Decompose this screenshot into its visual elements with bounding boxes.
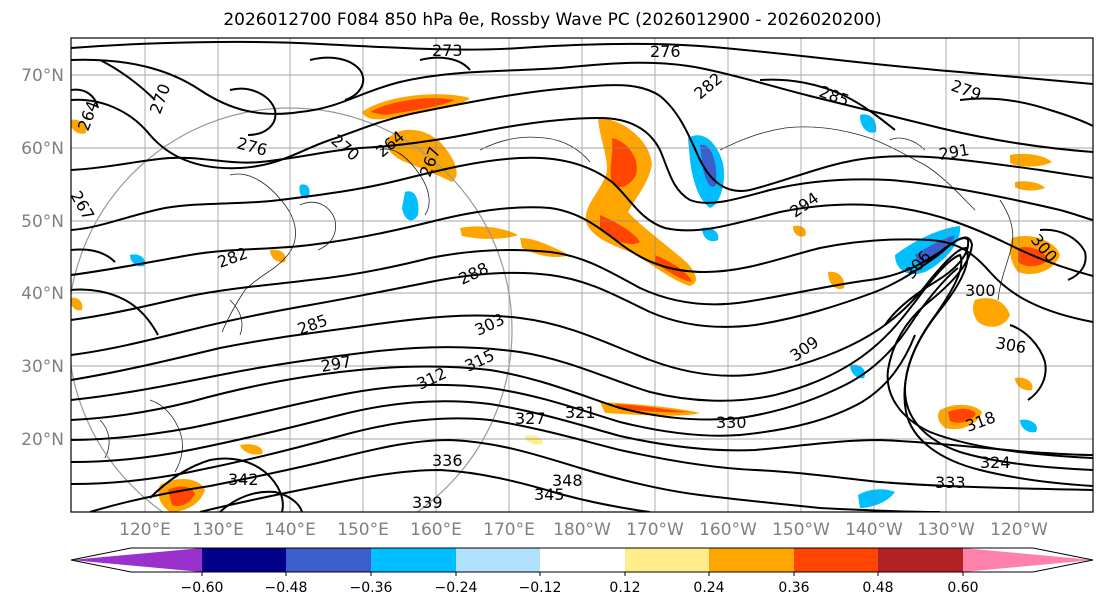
lat-label: 30°N: [21, 357, 64, 377]
lon-label: 140°W: [845, 520, 903, 540]
lat-label: 20°N: [21, 430, 64, 450]
lat-label: 50°N: [21, 212, 64, 232]
colorbar-tick-marks: [201, 572, 964, 576]
contour-label: 273: [432, 41, 463, 60]
coastlines: [99, 126, 1014, 473]
contour-label: 342: [228, 470, 259, 489]
colorbar-segment: [709, 548, 794, 572]
longitude-labels: 120°E 130°E 140°E 150°E 160°E 170°E 180°…: [119, 520, 1048, 540]
colorbar-tick-label: 0.12: [609, 580, 640, 596]
colorbar-outline: [70, 547, 1094, 573]
contour-label: 300: [965, 281, 996, 300]
colorbar-tick-label: 0.24: [693, 580, 724, 596]
colorbar-segment: [625, 548, 709, 572]
colorbar-tick-label: −0.48: [265, 580, 308, 596]
colorbar-segment: [456, 548, 540, 572]
colorbar-segment: [878, 548, 963, 572]
reference-circle: [71, 107, 513, 512]
colorbar-tick-label: −0.24: [435, 580, 478, 596]
colorbar-segment: [540, 548, 625, 572]
lon-label: 130°E: [192, 520, 244, 540]
contour-label: 348: [552, 471, 583, 490]
map-title: 2026012700 F084 850 hPa θe, Rossby Wave …: [223, 10, 882, 30]
contour-label: 324: [980, 453, 1011, 472]
contour-label: 336: [432, 451, 463, 470]
colorbar-segment: [794, 548, 878, 572]
contour-label: 330: [716, 413, 747, 432]
map-frame: [70, 37, 1094, 513]
latitude-labels: 70°N 60°N 50°N 40°N 30°N 20°N: [21, 66, 64, 450]
lat-label: 70°N: [21, 66, 64, 86]
colorbar-tick-label: 0.48: [862, 580, 893, 596]
contour-label: 345: [534, 485, 565, 504]
colorbar-tick-label: −0.60: [181, 580, 224, 596]
contour-label: 339: [412, 493, 443, 512]
lat-label: 60°N: [21, 139, 64, 159]
contour-label: 327: [515, 409, 546, 428]
contour-label: 321: [565, 403, 596, 422]
lon-label: 120°W: [990, 520, 1048, 540]
colorbar-segment: [963, 548, 1093, 572]
lon-label: 170°W: [626, 520, 684, 540]
colorbar: −0.60 −0.48 −0.36 −0.24 −0.12 0.12 0.24 …: [70, 547, 1094, 596]
colorbar-segment: [71, 548, 202, 572]
lon-label: 160°W: [699, 520, 757, 540]
colorbar-tick-label: −0.12: [519, 580, 562, 596]
contour-label: 276: [650, 42, 681, 61]
lat-label: 40°N: [21, 284, 64, 304]
lon-label: 170°E: [483, 520, 535, 540]
contour-label: 333: [935, 473, 966, 492]
lon-label: 130°W: [917, 520, 975, 540]
colorbar-tick-label: 0.60: [947, 580, 978, 596]
lon-label: 150°W: [772, 520, 830, 540]
colorbar-segment: [286, 548, 371, 572]
lon-label: 150°E: [337, 520, 389, 540]
colorbar-tick-label: 0.36: [778, 580, 809, 596]
colorbar-segment: [202, 548, 286, 572]
lon-label: 140°E: [264, 520, 316, 540]
colorbar-tick-label: −0.36: [350, 580, 393, 596]
lon-label: 180°W: [553, 520, 611, 540]
map-plot-area: 273 276 279 282 285 264 270 276 267 270 …: [71, 38, 1093, 512]
lon-label: 160°E: [410, 520, 462, 540]
theta-e-contours: [71, 40, 1093, 512]
lon-label: 120°E: [119, 520, 171, 540]
colorbar-segment: [371, 548, 456, 572]
colorbar-segments: [70, 547, 1094, 573]
